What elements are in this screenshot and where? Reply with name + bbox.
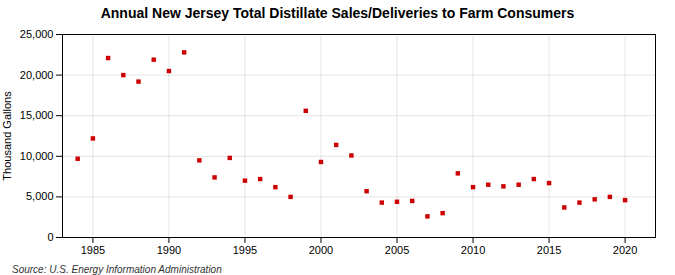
- svg-text:2015: 2015: [537, 244, 561, 256]
- svg-text:25,000: 25,000: [20, 28, 54, 40]
- svg-text:Thousand Gallons: Thousand Gallons: [1, 91, 13, 181]
- svg-text:5,000: 5,000: [26, 190, 54, 202]
- svg-text:20,000: 20,000: [20, 69, 54, 81]
- svg-text:0: 0: [47, 231, 53, 243]
- svg-text:2020: 2020: [613, 244, 637, 256]
- svg-text:2005: 2005: [385, 244, 409, 256]
- svg-text:15,000: 15,000: [20, 109, 54, 121]
- svg-text:10,000: 10,000: [20, 150, 54, 162]
- svg-text:1985: 1985: [81, 244, 105, 256]
- svg-text:2000: 2000: [309, 244, 333, 256]
- svg-text:1995: 1995: [233, 244, 257, 256]
- svg-text:1990: 1990: [157, 244, 181, 256]
- html-text:Source: U.S. Energy Informatio: Source: U.S. Energy Information Administ…: [12, 264, 222, 275]
- svg-text:2010: 2010: [461, 244, 485, 256]
- html-text:Annual New Jersey Total Distil: Annual New Jersey Total Distillate Sales…: [100, 5, 575, 21]
